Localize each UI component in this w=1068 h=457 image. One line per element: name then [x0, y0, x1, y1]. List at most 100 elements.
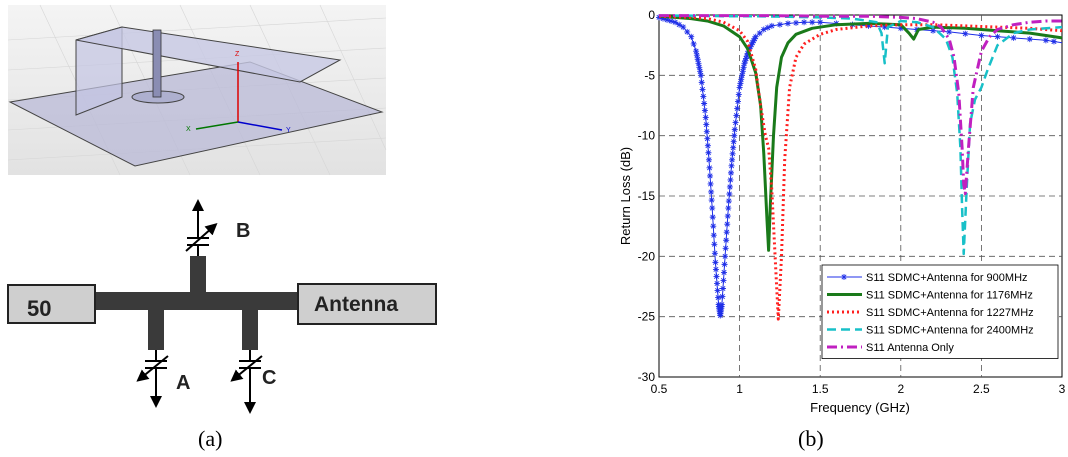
- series-marker: [714, 287, 721, 294]
- series-marker: [1026, 36, 1033, 43]
- series-marker: [694, 56, 701, 63]
- y-tick-label: -5: [644, 68, 655, 82]
- series-marker: [736, 84, 743, 91]
- series-marker: [672, 19, 679, 26]
- antenna-label: Antenna: [314, 293, 398, 316]
- series-marker: [719, 285, 726, 292]
- series-marker: [743, 55, 750, 62]
- series-marker: [841, 274, 847, 280]
- port-label: 50: [27, 296, 51, 321]
- series-marker: [690, 40, 697, 47]
- series-marker: [708, 188, 715, 195]
- tuner-c: [230, 350, 263, 414]
- series-marker: [693, 48, 700, 55]
- series-marker: [739, 72, 746, 79]
- series-marker: [784, 20, 791, 27]
- series-marker: [719, 293, 726, 300]
- axis-y-label: Y: [286, 127, 291, 134]
- series-marker: [737, 80, 744, 87]
- series-marker: [809, 19, 816, 26]
- series-marker: [1050, 38, 1057, 45]
- x-tick-label: 2: [897, 382, 904, 396]
- series-1: [656, 14, 1063, 319]
- feed-post: [152, 29, 162, 98]
- series-line: [659, 14, 1062, 196]
- legend-label: S11 SDMC+Antenna for 1227MHz: [866, 307, 1034, 319]
- series-marker: [726, 183, 733, 190]
- series-marker: [696, 64, 703, 71]
- legend-label: S11 Antenna Only: [866, 342, 954, 354]
- series-marker: [731, 132, 738, 139]
- series-marker: [722, 245, 729, 252]
- series-marker: [705, 149, 712, 156]
- series-marker: [728, 162, 735, 169]
- series-marker: [729, 150, 736, 157]
- series-marker: [708, 197, 715, 204]
- series-marker: [962, 30, 969, 37]
- series-marker: [720, 277, 727, 284]
- series-marker: [709, 214, 716, 221]
- series-marker: [660, 15, 667, 22]
- series-marker: [697, 72, 704, 79]
- series-marker: [700, 93, 707, 100]
- legend-entry: S11 SDMC+Antenna for 1176MHz: [827, 290, 1033, 302]
- series-marker: [707, 172, 714, 179]
- series-marker: [729, 156, 736, 163]
- stub-b: [190, 256, 206, 294]
- y-tick-label: -10: [638, 129, 656, 143]
- caption-a: (a): [198, 426, 222, 451]
- series-marker: [738, 76, 745, 83]
- series-marker: [749, 39, 756, 46]
- series-marker: [742, 57, 749, 64]
- series-marker: [721, 261, 728, 268]
- series-marker: [751, 35, 758, 42]
- legend-label: S11 SDMC+Antenna for 1176MHz: [866, 290, 1033, 302]
- legend-entry: S11 SDMC+Antenna for 1227MHz: [827, 307, 1034, 319]
- x-tick-label: 1: [736, 382, 743, 396]
- series-marker: [706, 164, 713, 171]
- series-marker: [730, 138, 737, 145]
- y-tick-label: -20: [638, 249, 656, 263]
- series-marker: [664, 16, 671, 23]
- tuner-c-label: C: [262, 367, 276, 389]
- axis-x-label: X: [186, 126, 191, 133]
- tuner-b: [185, 199, 218, 256]
- axes-triad: Z X Y: [186, 51, 291, 134]
- series-marker: [760, 26, 767, 33]
- series-marker: [994, 33, 1001, 40]
- stub-c: [242, 308, 258, 350]
- series-marker: [680, 24, 687, 31]
- series-marker: [693, 52, 700, 59]
- series-marker: [764, 24, 771, 31]
- stub-a: [148, 308, 164, 350]
- x-tick-label: 2.5: [973, 382, 990, 396]
- y-axis-label: Return Loss (dB): [618, 147, 633, 245]
- series-marker: [723, 237, 730, 244]
- series-2: [658, 14, 1063, 252]
- series-marker: [711, 250, 718, 257]
- tuner-b-label: B: [236, 220, 250, 242]
- series-marker: [734, 105, 741, 112]
- matching-circuit: 50 Antenna B A: [7, 199, 437, 414]
- series-line: [658, 14, 1063, 252]
- x-tick-label: 1.5: [812, 382, 829, 396]
- x-tick-label: 0.5: [651, 382, 668, 396]
- series-marker: [739, 68, 746, 75]
- series-3: [658, 14, 1063, 321]
- y-tick-label: -30: [638, 370, 656, 384]
- x-tick-label: 3: [1059, 382, 1066, 396]
- return-loss-chart: 0.5 1 1.5 2 2.5 3 0 -5 -10 -15 -20 -25 -30 Frequency…: [618, 8, 1066, 415]
- axis-z-label: Z: [235, 51, 240, 58]
- series-marker: [701, 100, 708, 107]
- antenna-box: [297, 283, 437, 325]
- series-marker: [741, 60, 748, 67]
- series-marker: [744, 50, 751, 57]
- series-marker: [930, 27, 937, 34]
- y-tick-label: -15: [638, 189, 656, 203]
- series-marker: [703, 128, 710, 135]
- series-marker: [697, 68, 704, 75]
- series-marker: [668, 18, 675, 25]
- series-marker: [698, 79, 705, 86]
- series-marker: [768, 22, 775, 29]
